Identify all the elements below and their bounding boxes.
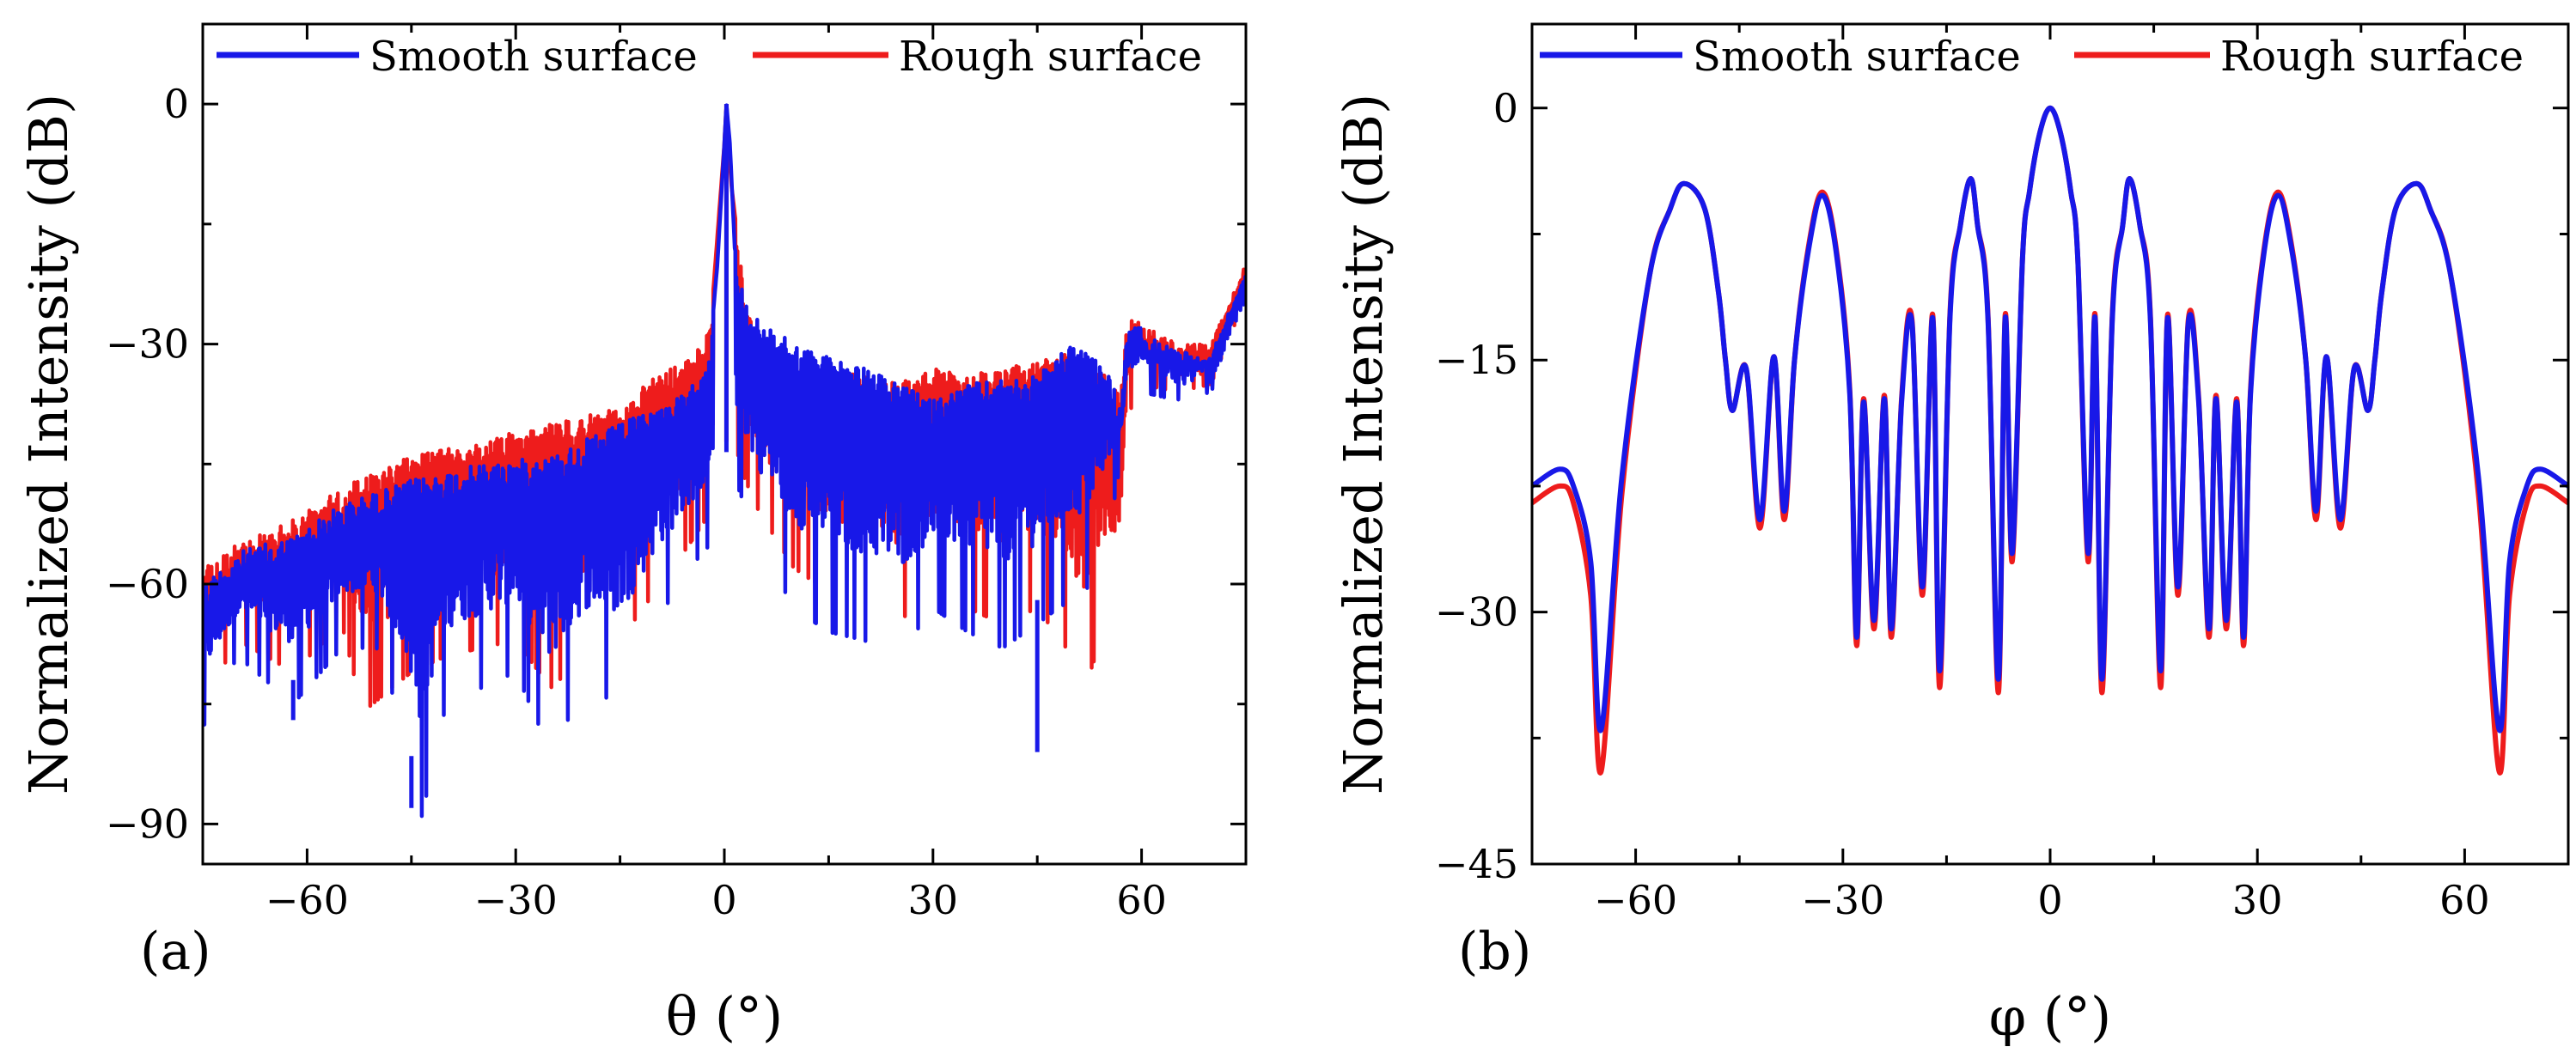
legend-label-smooth-b: Smooth surface [1693, 33, 2021, 81]
x-tick-label: −30 [474, 877, 558, 923]
legend-a: Smooth surface Rough surface [217, 33, 1202, 81]
y-tick-label: −30 [106, 321, 189, 368]
y-axis-title-b: Normalized Intensity (dB) [1332, 94, 1395, 794]
y-tick-label: 0 [1493, 85, 1518, 131]
y-ticks-a: 0 −30 −60 −90 [106, 81, 1246, 847]
x-tick-label: 0 [2037, 877, 2062, 923]
y-tick-label: 0 [164, 81, 189, 127]
x-tick-label: 0 [711, 877, 736, 923]
y-tick-label: −90 [106, 800, 189, 847]
y-tick-label: −15 [1435, 337, 1518, 383]
legend-b: Smooth surface Rough surface [1540, 33, 2524, 81]
panel-a: −60 −30 0 30 60 0 −30 −60 −90 Smooth surface Ro… [17, 22, 1248, 1048]
legend-label-rough-b: Rough surface [2220, 33, 2524, 81]
y-ticks-b: 0 −15 −30 −45 [1435, 85, 2568, 887]
x-axis-title-a: θ (°) [666, 985, 783, 1048]
plot-area-b [1532, 105, 2568, 776]
y-axis-title-a: Normalized Intensity (dB) [17, 94, 80, 794]
x-ticks-b: −60 −30 0 30 60 [1530, 24, 2570, 923]
x-tick-label: 30 [2232, 877, 2283, 923]
x-tick-label: −60 [266, 877, 349, 923]
panel-b: −60 −30 0 30 60 0 −15 −30 −45 Smooth surface Ro… [1332, 22, 2570, 1048]
x-ticks-a: −60 −30 0 30 60 [201, 24, 1248, 923]
plot-area-a [203, 103, 1246, 819]
x-tick-label: 30 [908, 877, 959, 923]
series-smooth-surface-a [203, 103, 1246, 819]
panel-label-a: (a) [140, 922, 211, 982]
legend-label-rough-a: Rough surface [899, 33, 1202, 81]
y-tick-label: −60 [106, 561, 189, 607]
legend-label-smooth-a: Smooth surface [369, 33, 698, 81]
y-tick-label: −30 [1435, 589, 1518, 636]
x-tick-label: −30 [1801, 877, 1884, 923]
x-axis-title-b: φ (°) [1989, 985, 2112, 1048]
x-tick-label: 60 [2439, 877, 2490, 923]
x-tick-label: 60 [1116, 877, 1167, 923]
panel-label-b: (b) [1458, 922, 1531, 982]
series-smooth-surface-b [1532, 105, 2568, 733]
y-tick-label: −45 [1435, 841, 1518, 887]
x-tick-label: −60 [1594, 877, 1677, 923]
